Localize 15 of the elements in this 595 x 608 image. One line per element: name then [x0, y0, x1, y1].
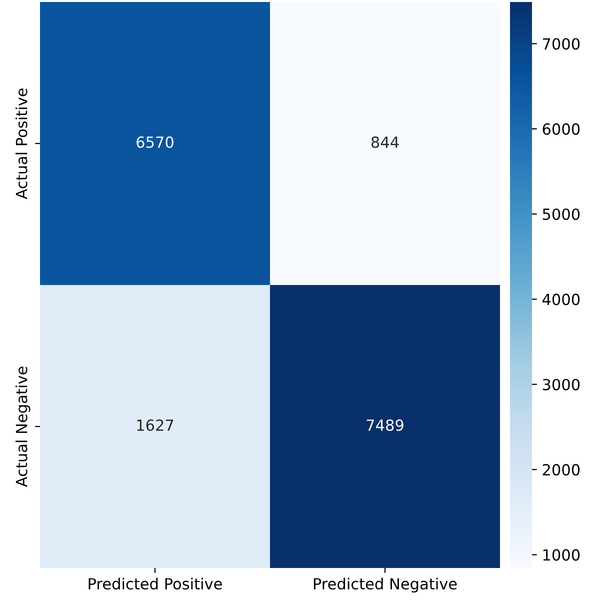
color-bar-label: 3000 [542, 378, 580, 390]
data-label: 6570 [136, 136, 174, 148]
x-tick-label: Predicted Positive [88, 578, 222, 590]
data-label: 1627 [137, 419, 174, 431]
x-tick-label: Predicted Negative [314, 578, 457, 593]
color-bar-label: 6000 [542, 123, 580, 135]
data-label: 844 [371, 136, 399, 148]
color-bar-label: 5000 [542, 208, 580, 220]
color-bar-label: 7000 [542, 38, 580, 50]
color-bar-label: 2000 [542, 464, 580, 476]
y-tick-label: Actual Positive [15, 88, 28, 200]
data-label: 7489 [366, 419, 404, 431]
color-bar-label: 4000 [542, 294, 580, 306]
color-bar-label: 1000 [543, 549, 580, 561]
y-tick-label: Actual Negative [15, 366, 30, 488]
